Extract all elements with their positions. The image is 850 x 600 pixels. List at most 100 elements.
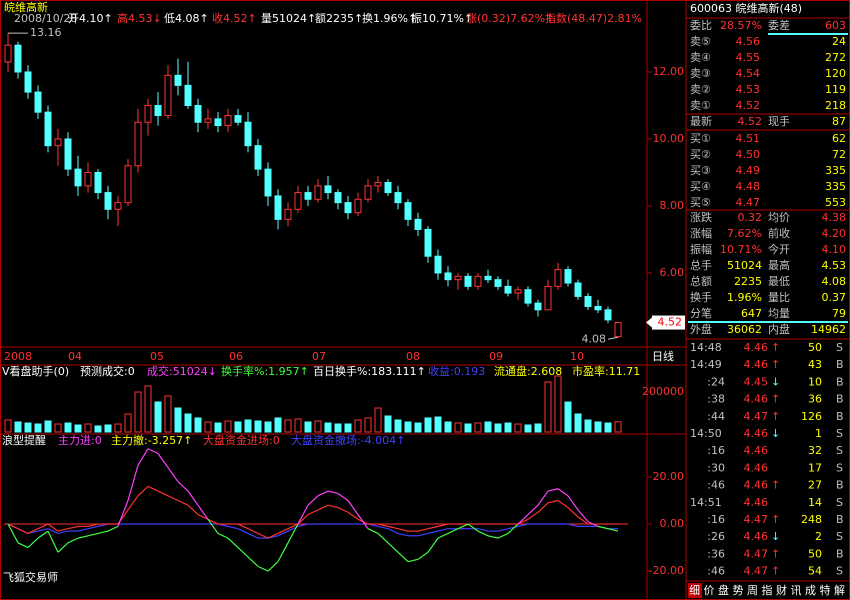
price-header-item: 开4.10↑ bbox=[68, 12, 113, 25]
trade-price: 4.45 bbox=[744, 375, 769, 388]
ask-price: 4.52 bbox=[736, 99, 761, 112]
indicator-segment bbox=[397, 528, 409, 532]
indicator-segment bbox=[47, 523, 59, 532]
tab[interactable]: 盘 bbox=[718, 583, 729, 597]
trade-side: S bbox=[836, 496, 843, 509]
volume-bar bbox=[154, 401, 162, 433]
tab[interactable]: 细 bbox=[689, 584, 700, 597]
tab[interactable]: 讯 bbox=[791, 584, 802, 597]
candle-body bbox=[274, 195, 282, 220]
ask-price: 4.56 bbox=[736, 35, 761, 48]
tab[interactable]: 价 bbox=[704, 584, 715, 597]
candle-body bbox=[54, 138, 62, 147]
trade-side: B bbox=[836, 358, 844, 371]
indicator-segment bbox=[187, 490, 199, 506]
volume-bar bbox=[274, 417, 282, 433]
volume-bar bbox=[134, 391, 142, 433]
ask-label: 卖② bbox=[690, 83, 711, 96]
volume-bar bbox=[204, 421, 212, 433]
indicator-segment bbox=[397, 532, 409, 537]
volume-bar bbox=[184, 413, 192, 433]
bid-label: 买② bbox=[690, 148, 711, 161]
quote-value: 1.96% bbox=[727, 291, 762, 304]
quote-value: 51024 bbox=[727, 259, 762, 272]
tab[interactable]: 势 bbox=[733, 584, 744, 597]
trade-price: 4.47 bbox=[744, 547, 769, 560]
candle-body bbox=[404, 202, 412, 220]
candle-body bbox=[44, 111, 52, 147]
quote-value: 79 bbox=[832, 307, 846, 320]
tab[interactable]: 指 bbox=[762, 583, 773, 597]
quote-label: 最低 bbox=[768, 275, 790, 288]
indicator-segment bbox=[377, 523, 389, 527]
trade-side: S bbox=[836, 461, 843, 474]
indicator-segment bbox=[147, 485, 159, 492]
indicator-segment bbox=[567, 507, 579, 518]
trade-volume: 17 bbox=[808, 461, 822, 474]
ask-volume: 119 bbox=[825, 83, 846, 96]
candle-body bbox=[544, 285, 552, 311]
max-label: 13.16 bbox=[30, 26, 62, 39]
volume-bar bbox=[584, 419, 592, 433]
indicator-segment bbox=[47, 530, 59, 553]
volume-bar bbox=[124, 413, 132, 433]
candle-body bbox=[384, 182, 392, 194]
bid-volume: 335 bbox=[825, 164, 846, 177]
indicator-segment bbox=[427, 525, 439, 530]
tab[interactable]: 成 bbox=[805, 584, 816, 597]
candle-body bbox=[104, 192, 112, 210]
trade-arrow: ↓ bbox=[771, 530, 780, 543]
volume-bar bbox=[214, 422, 222, 433]
indicator-segment bbox=[497, 528, 509, 532]
tab[interactable]: 解 bbox=[834, 583, 845, 597]
volume-bar bbox=[254, 420, 262, 433]
volume-bar bbox=[84, 423, 92, 433]
candle-body bbox=[464, 275, 472, 287]
volume-header-item: 流通盘:2.608 bbox=[494, 364, 562, 378]
indicator-segment bbox=[317, 504, 329, 511]
volume-bar bbox=[194, 417, 202, 433]
indicator-segment bbox=[537, 490, 549, 506]
candle-body bbox=[94, 171, 102, 194]
trade-price: 4.46 bbox=[744, 427, 769, 440]
trade-time: :30 bbox=[707, 461, 725, 474]
indicator-segment bbox=[237, 523, 249, 530]
trade-price: 4.46 bbox=[744, 393, 769, 406]
price-header-item: 涨(0.32)7.62%↑ bbox=[466, 12, 554, 25]
volume-bar bbox=[514, 423, 522, 433]
quote-label: 均量 bbox=[768, 307, 790, 320]
trade-volume: 126 bbox=[801, 410, 822, 423]
indicator-segment bbox=[317, 490, 329, 497]
trade-price: 4.46 bbox=[744, 358, 769, 371]
quote-label: 委差 bbox=[768, 18, 790, 32]
indicator-segment bbox=[387, 525, 399, 530]
indicator-segment bbox=[387, 528, 399, 534]
indicator-segment bbox=[267, 561, 279, 572]
tab[interactable]: 特 bbox=[820, 583, 831, 597]
period-label[interactable]: 日线 bbox=[652, 349, 674, 363]
candle-body bbox=[294, 192, 302, 210]
ask-label: 卖④ bbox=[690, 51, 711, 64]
volume-bar bbox=[544, 381, 552, 433]
indicator-header-item: 大盘资金撤场:-4.004↑ bbox=[291, 433, 405, 447]
indicator-segment bbox=[417, 528, 429, 532]
volume-bar bbox=[384, 415, 392, 433]
volume-bar bbox=[524, 424, 532, 433]
trade-volume: 32 bbox=[808, 444, 822, 457]
volume-bar bbox=[334, 423, 342, 433]
candle-body bbox=[134, 121, 142, 167]
indicator-segment bbox=[297, 514, 309, 525]
indicator-segment bbox=[287, 523, 299, 530]
trade-side: S bbox=[836, 341, 843, 354]
indicator-segment bbox=[367, 528, 379, 534]
quote-label: 分笔 bbox=[690, 306, 712, 320]
candle-body bbox=[424, 228, 432, 257]
volume-bar bbox=[404, 421, 412, 433]
tab[interactable]: 周 bbox=[747, 584, 758, 597]
volume-bar bbox=[144, 385, 152, 433]
trade-side: B bbox=[836, 393, 844, 406]
candle-body bbox=[454, 275, 462, 281]
tab[interactable]: 财 bbox=[776, 583, 787, 597]
trade-volume: 50 bbox=[808, 341, 822, 354]
